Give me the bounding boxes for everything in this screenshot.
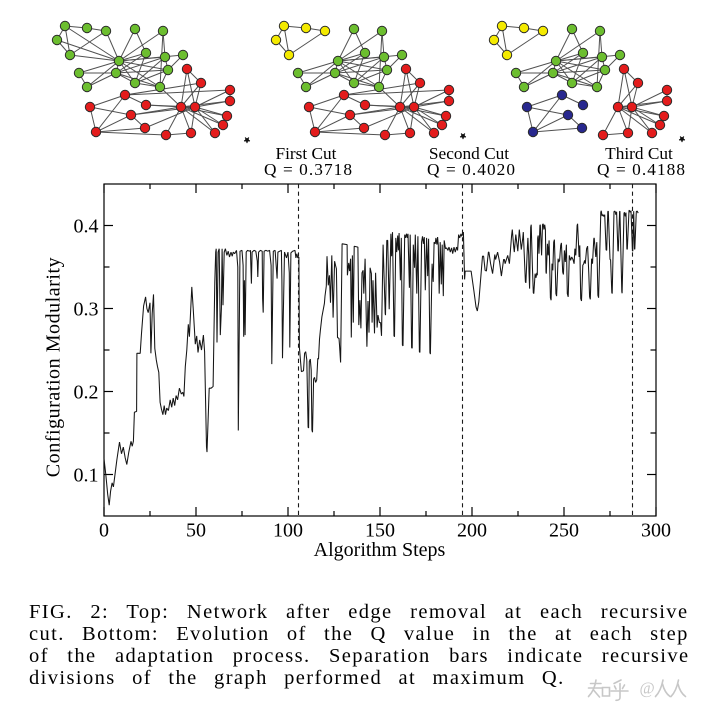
svg-text:Algorithm Steps: Algorithm Steps [314,539,446,561]
svg-text:0.4: 0.4 [74,216,99,238]
svg-text:First Cut: First Cut [276,144,337,163]
svg-text:Q = 0.4188: Q = 0.4188 [597,160,685,179]
svg-text:Q = 0.4020: Q = 0.4020 [427,160,515,179]
svg-text:100: 100 [273,520,303,542]
svg-text:0.3: 0.3 [74,299,99,321]
svg-text:Q = 0.3718: Q = 0.3718 [264,160,352,179]
svg-text:50: 50 [186,520,206,542]
svg-text:150: 150 [365,520,395,542]
svg-text:Configuration Modularity: Configuration Modularity [43,257,65,477]
svg-text:0: 0 [99,520,109,542]
svg-text:200: 200 [457,520,487,542]
svg-text:0.1: 0.1 [74,465,99,487]
svg-text:@: @ [640,679,655,698]
svg-text:0.2: 0.2 [74,382,99,404]
svg-text:250: 250 [549,520,579,542]
svg-text:Second Cut: Second Cut [429,144,509,163]
svg-text:Third Cut: Third Cut [605,144,673,163]
svg-text:300: 300 [641,520,671,542]
